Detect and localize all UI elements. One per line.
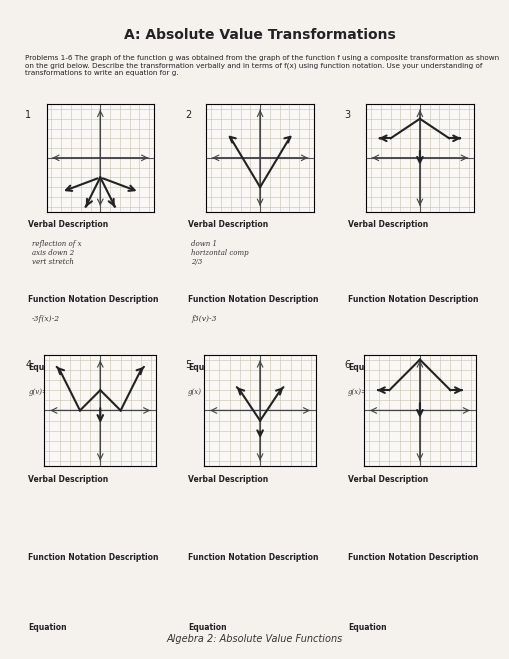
Text: g(v)=-3|x|-2: g(v)=-3|x|-2: [29, 387, 71, 395]
Text: 3: 3: [344, 109, 350, 120]
Text: 5: 5: [185, 360, 191, 370]
Text: Function Notation Description: Function Notation Description: [188, 553, 318, 562]
Text: Algebra 2: Absolute Value Functions: Algebra 2: Absolute Value Functions: [166, 634, 343, 645]
Text: g(x)=-F(x-1)+4: g(x)=-F(x-1)+4: [347, 387, 401, 395]
Text: down 1
horizontal comp
2/3: down 1 horizontal comp 2/3: [191, 240, 248, 266]
Text: Function Notation Description: Function Notation Description: [29, 295, 159, 304]
Text: Verbal Description: Verbal Description: [347, 475, 428, 484]
Text: Equation: Equation: [188, 362, 227, 372]
Text: 4: 4: [25, 360, 31, 370]
Text: Function Notation Description: Function Notation Description: [347, 553, 477, 562]
Text: Verbal Description: Verbal Description: [347, 220, 428, 229]
Text: Function Notation Description: Function Notation Description: [29, 553, 159, 562]
Text: Verbal Description: Verbal Description: [29, 475, 108, 484]
Text: Equation: Equation: [29, 362, 67, 372]
Text: Function Notation Description: Function Notation Description: [347, 295, 477, 304]
Text: Verbal Description: Verbal Description: [188, 220, 268, 229]
Text: f3(v)-3: f3(v)-3: [191, 315, 216, 323]
Text: Verbal Description: Verbal Description: [188, 475, 268, 484]
Text: g(x): g(x): [188, 387, 202, 395]
Text: Verbal Description: Verbal Description: [29, 220, 108, 229]
Text: Equation: Equation: [347, 362, 386, 372]
Text: 1: 1: [25, 109, 31, 120]
Text: Equation: Equation: [29, 623, 67, 632]
Text: 2: 2: [185, 109, 191, 120]
Text: Equation: Equation: [347, 623, 386, 632]
Text: 6: 6: [344, 360, 350, 370]
Text: Problems 1-6 The graph of the function g was obtained from the graph of the func: Problems 1-6 The graph of the function g…: [25, 55, 498, 76]
Text: Function Notation Description: Function Notation Description: [188, 295, 318, 304]
Text: reflection of x
axis down 2
vert stretch: reflection of x axis down 2 vert stretch: [32, 240, 81, 266]
Text: A: Absolute Value Transformations: A: Absolute Value Transformations: [124, 28, 395, 42]
Text: Equation: Equation: [188, 623, 227, 632]
Text: -3f(x)-2: -3f(x)-2: [32, 315, 60, 323]
